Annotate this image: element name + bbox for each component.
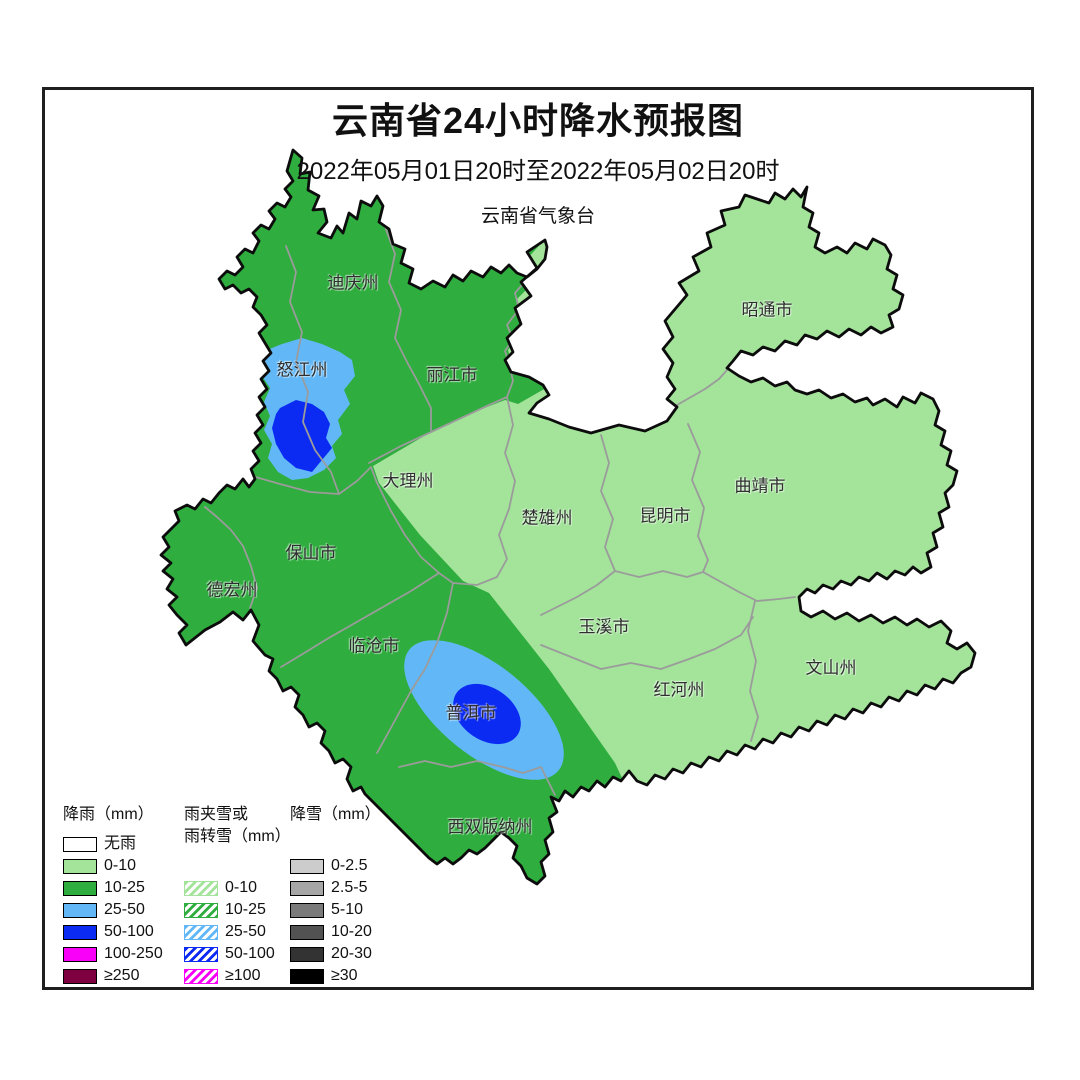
legend-label: 100-250	[104, 945, 163, 962]
legend-swatch	[63, 924, 97, 940]
legend-label: 20-30	[331, 945, 372, 962]
legend-label: ≥250	[104, 967, 140, 984]
legend-rain-header: 降雨（mm）	[63, 806, 154, 823]
legend-label: 10-25	[104, 879, 145, 896]
legend-swatch	[290, 902, 324, 918]
legend-item-rain: 100-250	[63, 946, 163, 962]
legend-swatch	[184, 880, 218, 896]
region-label: 玉溪市	[578, 617, 630, 637]
legend-swatch	[290, 946, 324, 962]
legend-label: 50-100	[104, 923, 154, 940]
legend-swatch	[290, 968, 324, 984]
legend-item-rain: 25-50	[63, 902, 145, 918]
legend-item-snow: 5-10	[290, 902, 363, 918]
legend-swatch	[63, 836, 97, 852]
legend-item-rain: ≥250	[63, 968, 139, 984]
legend-snow-header: 降雪（mm）	[290, 806, 381, 823]
legend-label: 0-10	[225, 879, 258, 896]
legend-sleet-header-line1: 雨夹雪或	[184, 806, 249, 823]
legend-label: ≥30	[331, 967, 358, 984]
legend-label: 0-10	[104, 857, 137, 874]
region-label: 昆明市	[639, 506, 691, 526]
region-label: 怒江州	[276, 360, 328, 380]
legend-swatch	[63, 858, 97, 874]
legend-label: 10-25	[225, 901, 266, 918]
region-label: 红河州	[653, 680, 705, 700]
legend-item-rain: 无雨	[63, 836, 136, 852]
region-label: 普洱市	[445, 703, 497, 723]
region-label: 昭通市	[741, 300, 793, 320]
legend-swatch	[290, 880, 324, 896]
legend-item-sleet: ≥100	[184, 968, 260, 984]
region-label: 德宏州	[206, 580, 258, 600]
region-label: 西双版纳州	[447, 817, 533, 837]
legend-swatch	[184, 968, 218, 984]
legend-item-rain: 0-10	[63, 858, 136, 874]
precip-patch-puer-50-100	[453, 683, 521, 745]
legend-swatch	[184, 946, 218, 962]
legend-item-sleet: 0-10	[184, 880, 257, 896]
legend-label: 2.5-5	[331, 879, 368, 896]
forecast-period: 2022年05月01日20时至2022年05月02日20时	[296, 158, 780, 185]
region-label: 楚雄州	[521, 508, 573, 528]
legend-swatch	[184, 902, 218, 918]
legend-label: 0-2.5	[331, 857, 368, 874]
legend-label: 50-100	[225, 945, 275, 962]
page-title: 云南省24小时降水预报图	[331, 100, 745, 141]
agency-name: 云南省气象台	[480, 206, 595, 227]
legend-label: 5-10	[331, 901, 364, 918]
legend-item-snow: 10-20	[290, 924, 372, 940]
region-label: 曲靖市	[734, 476, 786, 496]
legend-label: 无雨	[104, 835, 137, 852]
legend-swatch	[63, 968, 97, 984]
legend-item-snow: 20-30	[290, 946, 372, 962]
legend-item-rain: 50-100	[63, 924, 154, 940]
legend-item-sleet: 50-100	[184, 946, 275, 962]
legend-swatch	[290, 924, 324, 940]
province-outline	[159, 148, 977, 886]
legend-swatch	[290, 858, 324, 874]
legend-item-snow: 0-2.5	[290, 858, 367, 874]
region-label: 保山市	[285, 543, 337, 563]
region-label: 文山州	[805, 658, 857, 678]
legend-swatch	[63, 946, 97, 962]
region-label: 丽江市	[426, 365, 478, 385]
region-label: 迪庆州	[327, 273, 379, 293]
legend-item-sleet: 25-50	[184, 924, 266, 940]
legend-sleet-header-line2: 雨转雪（mm）	[184, 828, 291, 845]
region-label: 大理州	[382, 471, 434, 491]
legend-item-sleet: 10-25	[184, 902, 266, 918]
legend-swatch	[184, 924, 218, 940]
region-label: 临沧市	[348, 636, 400, 656]
legend-label: 25-50	[225, 923, 266, 940]
legend-label: ≥100	[225, 967, 261, 984]
legend-swatch	[63, 880, 97, 896]
legend-item-snow: ≥30	[290, 968, 358, 984]
legend-item-snow: 2.5-5	[290, 880, 367, 896]
legend-swatch	[63, 902, 97, 918]
legend-label: 10-20	[331, 923, 372, 940]
legend-label: 25-50	[104, 901, 145, 918]
legend-item-rain: 10-25	[63, 880, 145, 896]
